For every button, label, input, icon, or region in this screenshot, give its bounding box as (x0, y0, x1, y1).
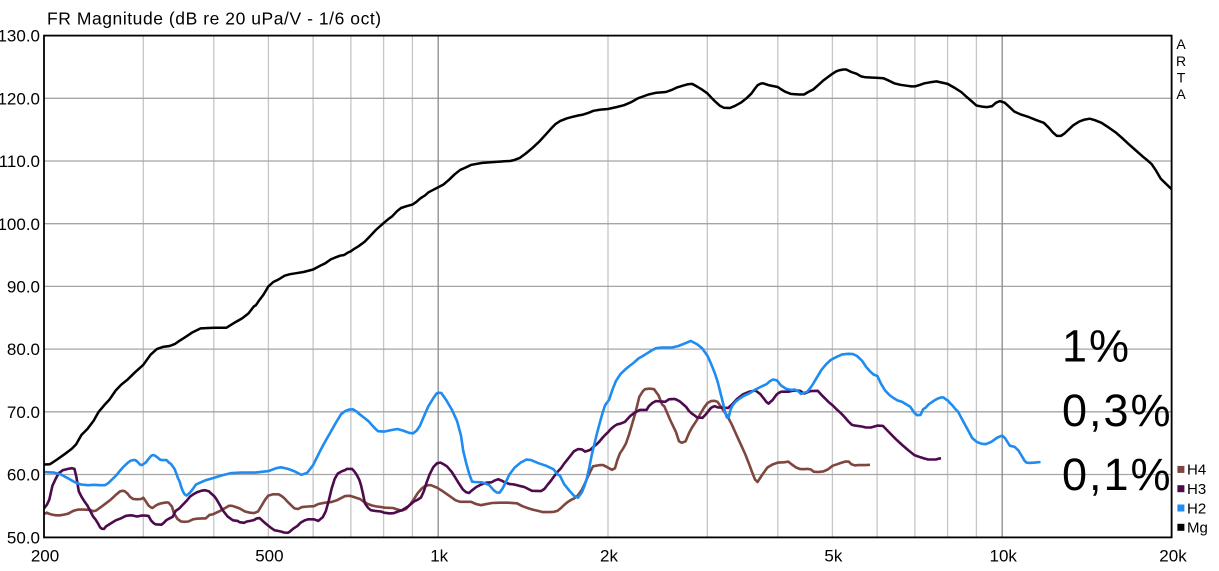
svg-text:Mg: Mg (1187, 520, 1208, 537)
svg-text:500: 500 (255, 547, 283, 566)
svg-text:1%: 1% (1062, 320, 1131, 371)
svg-text:2k: 2k (600, 547, 618, 566)
svg-text:100.0: 100.0 (0, 215, 40, 234)
svg-text:FR Magnitude (dB re 20 uPa/V -: FR Magnitude (dB re 20 uPa/V - 1/6 oct) (47, 9, 382, 29)
svg-text:80.0: 80.0 (7, 340, 40, 359)
svg-text:H2: H2 (1187, 500, 1206, 517)
svg-text:10k: 10k (989, 547, 1017, 566)
svg-text:90.0: 90.0 (7, 278, 40, 297)
svg-text:60.0: 60.0 (7, 466, 40, 485)
svg-text:0,1%: 0,1% (1062, 449, 1173, 500)
svg-text:1k: 1k (430, 547, 448, 566)
svg-text:200: 200 (31, 547, 59, 566)
svg-text:110.0: 110.0 (0, 152, 40, 171)
svg-text:A: A (1176, 86, 1186, 102)
svg-text:120.0: 120.0 (0, 89, 40, 108)
svg-text:T: T (1177, 70, 1186, 86)
svg-text:5k: 5k (824, 547, 842, 566)
svg-text:50.0: 50.0 (7, 528, 40, 547)
svg-text:A: A (1176, 36, 1186, 52)
svg-text:H3: H3 (1187, 481, 1206, 498)
svg-text:H4: H4 (1187, 462, 1206, 479)
svg-text:R: R (1176, 53, 1186, 69)
svg-text:20k: 20k (1159, 547, 1187, 566)
svg-text:70.0: 70.0 (7, 403, 40, 422)
svg-text:0,3%: 0,3% (1062, 385, 1173, 436)
svg-text:130.0: 130.0 (0, 27, 40, 46)
